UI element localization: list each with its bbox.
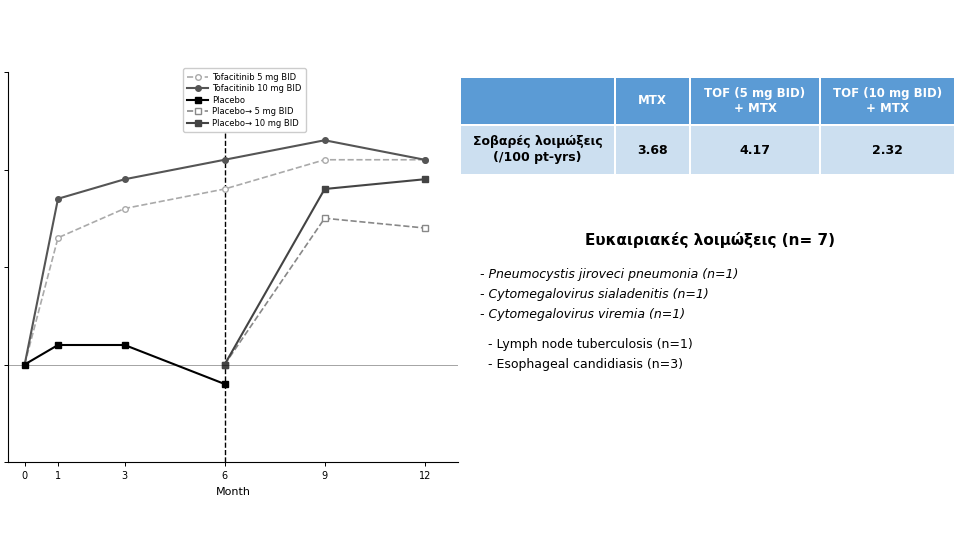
FancyBboxPatch shape [461, 78, 614, 124]
Text: Σοβαρές λοιμώξεις
(/100 pt-yrs): Σοβαρές λοιμώξεις (/100 pt-yrs) [472, 136, 602, 165]
Tofacitinib 10 mg BID [52, 195, 63, 202]
FancyBboxPatch shape [821, 126, 954, 174]
Text: ORAL-Scan: ORAL-Scan [16, 81, 84, 91]
Line: Placebo→ 5 mg BID: Placebo→ 5 mg BID [222, 215, 427, 367]
FancyBboxPatch shape [461, 126, 614, 174]
Text: MTX-IR: TOF+MTX vs. MTX: Ασφάλεια: MTX-IR: TOF+MTX vs. MTX: Ασφάλεια [160, 21, 800, 51]
FancyBboxPatch shape [691, 78, 819, 124]
Tofacitinib 10 mg BID [119, 176, 131, 183]
Tofacitinib 5 mg BID [319, 157, 330, 163]
Tofacitinib 10 mg BID [219, 157, 230, 163]
X-axis label: Month: Month [215, 487, 251, 497]
Line: Placebo→ 10 mg BID: Placebo→ 10 mg BID [222, 177, 427, 367]
FancyBboxPatch shape [821, 78, 954, 124]
FancyBboxPatch shape [691, 126, 819, 174]
Line: Placebo: Placebo [22, 342, 228, 387]
Legend: Tofacitinib 5 mg BID, Tofacitinib 10 mg BID, Placebo, Placebo→ 5 mg BID, Placebo: Tofacitinib 5 mg BID, Tofacitinib 10 mg … [183, 69, 306, 132]
Tofacitinib 5 mg BID [19, 361, 31, 368]
Placebo→ 10 mg BID [219, 361, 230, 368]
Text: MTX: MTX [638, 94, 667, 107]
Tofacitinib 5 mg BID [119, 205, 131, 212]
Placebo [19, 361, 31, 368]
Text: - Lymph node tuberculosis (n=1): - Lymph node tuberculosis (n=1) [480, 338, 693, 351]
Line: Tofacitinib 5 mg BID: Tofacitinib 5 mg BID [22, 157, 427, 367]
Text: - Pneumocystis jiroveci pneumonia (n=1): - Pneumocystis jiroveci pneumonia (n=1) [480, 268, 738, 281]
Text: - Cytomegalovirus sialadenitis (n=1): - Cytomegalovirus sialadenitis (n=1) [480, 288, 708, 301]
Tofacitinib 10 mg BID [319, 137, 330, 144]
Placebo [219, 381, 230, 387]
Placebo [119, 342, 131, 348]
Text: - Cytomegalovirus viremia (n=1): - Cytomegalovirus viremia (n=1) [480, 308, 685, 321]
Tofacitinib 5 mg BID [52, 234, 63, 241]
FancyBboxPatch shape [616, 78, 689, 124]
Line: Tofacitinib 10 mg BID: Tofacitinib 10 mg BID [22, 138, 427, 367]
Placebo [52, 342, 63, 348]
Tofacitinib 5 mg BID [219, 186, 230, 192]
Tofacitinib 10 mg BID [19, 361, 31, 368]
Text: Ευκαιριακές λοιμώξεις (n= 7): Ευκαιριακές λοιμώξεις (n= 7) [585, 232, 835, 248]
FancyBboxPatch shape [616, 126, 689, 174]
Tofacitinib 5 mg BID [419, 157, 430, 163]
Placebo→ 5 mg BID [219, 361, 230, 368]
Text: TOF (10 mg BID)
+ MTX: TOF (10 mg BID) + MTX [833, 86, 942, 116]
Text: TOF (5 mg BID)
+ MTX: TOF (5 mg BID) + MTX [705, 86, 805, 116]
Text: 2.32: 2.32 [872, 144, 903, 157]
Placebo→ 5 mg BID [419, 225, 430, 231]
Tofacitinib 10 mg BID [419, 157, 430, 163]
Placebo→ 10 mg BID [319, 186, 330, 192]
Text: 3.68: 3.68 [637, 144, 668, 157]
Placebo→ 10 mg BID [419, 176, 430, 183]
Placebo→ 5 mg BID [319, 215, 330, 221]
Text: 4.17: 4.17 [739, 144, 771, 157]
Text: - Esophageal candidiasis (n=3): - Esophageal candidiasis (n=3) [480, 358, 683, 371]
